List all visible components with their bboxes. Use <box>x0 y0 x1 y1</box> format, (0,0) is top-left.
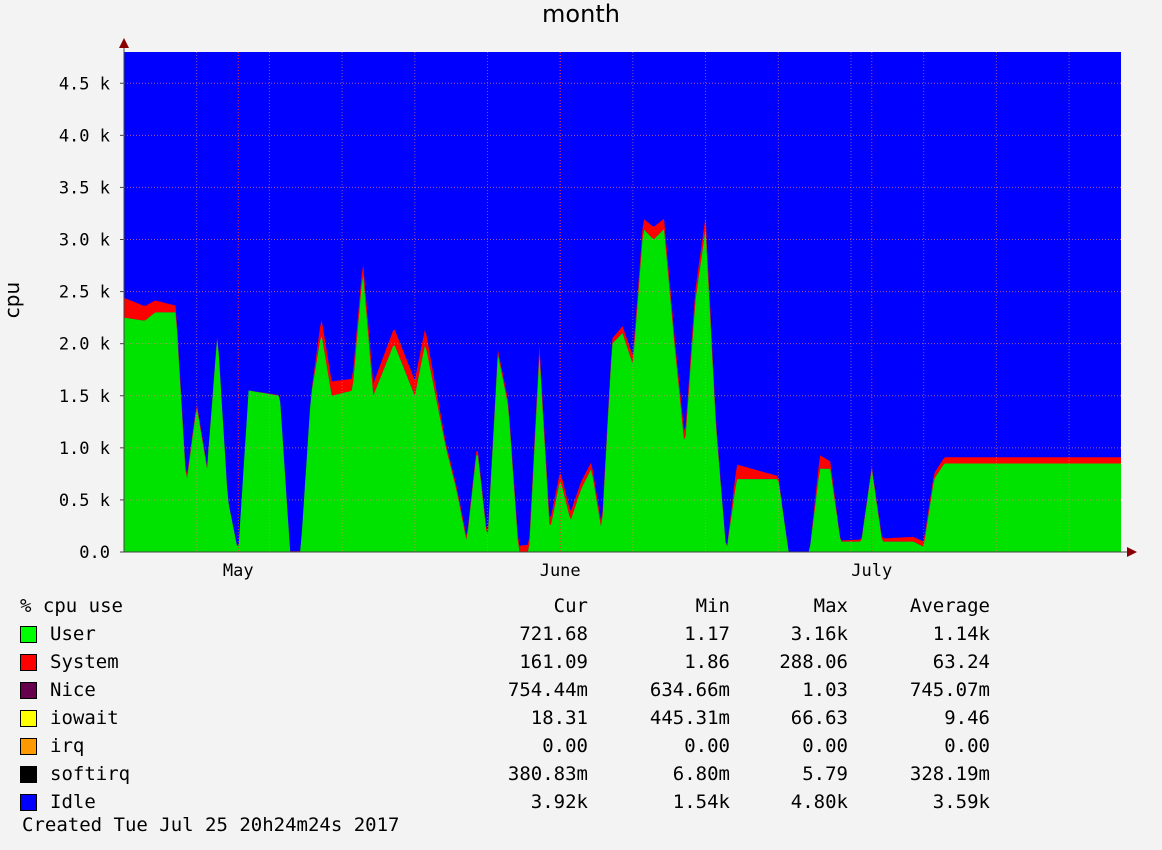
legend-min: 1.17 <box>684 623 730 645</box>
y-tick-label: 1.5 k <box>59 387 110 407</box>
legend-avg: 1.14k <box>932 623 990 645</box>
x-tick-label: May <box>223 561 254 581</box>
legend-swatch <box>20 766 37 783</box>
legend-avg: 9.46 <box>944 707 990 729</box>
legend-max: 5.79 <box>802 763 848 785</box>
legend-header-min: Min <box>695 595 730 617</box>
y-tick-label: 2.5 k <box>59 283 110 303</box>
legend-avg: 63.24 <box>932 651 990 673</box>
legend-min: 0.00 <box>684 735 730 757</box>
legend-row-softirq: softirq 380.83m 6.80m 5.79 328.19m <box>20 760 1020 788</box>
legend-swatch <box>20 654 37 671</box>
y-tick-label: 3.0 k <box>59 231 110 251</box>
legend-header-max: Max <box>813 595 848 617</box>
legend-min: 1.54k <box>672 791 730 813</box>
legend-row-system: System 161.09 1.86 288.06 63.24 <box>20 648 1020 676</box>
legend-swatch <box>20 738 37 755</box>
legend: % cpu use Cur Min Max Average User 721.68… <box>20 592 1020 816</box>
legend-min: 634.66m <box>649 679 730 701</box>
legend-name: irq <box>50 735 85 757</box>
legend-swatch <box>20 710 37 727</box>
legend-avg: 3.59k <box>932 791 990 813</box>
legend-name: softirq <box>50 763 131 785</box>
legend-header: % cpu use Cur Min Max Average <box>20 592 1020 620</box>
legend-cur: 0.00 <box>542 735 588 757</box>
system-area <box>124 216 1121 552</box>
y-tick-label: 0.5 k <box>59 491 110 511</box>
legend-max: 288.06 <box>779 651 848 673</box>
legend-row-user: User 721.68 1.17 3.16k 1.14k <box>20 620 1020 648</box>
legend-swatch <box>20 682 37 699</box>
created-timestamp: Created Tue Jul 25 20h24m24s 2017 <box>22 814 400 836</box>
y-tick-label: 4.5 k <box>59 74 110 94</box>
legend-min: 1.86 <box>684 651 730 673</box>
chart-title: month <box>542 0 620 28</box>
x-tick-label: July <box>851 561 892 581</box>
legend-max: 4.80k <box>790 791 848 813</box>
legend-row-idle: Idle 3.92k 1.54k 4.80k 3.59k <box>20 788 1020 816</box>
legend-cur: 380.83m <box>507 763 588 785</box>
legend-min: 445.31m <box>649 707 730 729</box>
legend-avg: 328.19m <box>909 763 990 785</box>
y-tick-label: 4.0 k <box>59 126 110 146</box>
legend-name: Nice <box>50 679 96 701</box>
x-axis-arrow <box>1127 547 1137 557</box>
y-tick-label: 1.0 k <box>59 439 110 459</box>
legend-avg: 0.00 <box>944 735 990 757</box>
legend-header-avg: Average <box>909 595 990 617</box>
legend-cur: 721.68 <box>519 623 588 645</box>
y-tick-label: 0.0 <box>79 543 110 563</box>
legend-name: System <box>50 651 119 673</box>
legend-max: 3.16k <box>790 623 848 645</box>
y-axis-arrow <box>119 38 129 48</box>
y-tick-label: 2.0 k <box>59 335 110 355</box>
cpu-chart: 0.0 0.5 k 1.0 k 1.5 k 2.0 k 2.5 k 3.0 k 3.5 k 4.… <box>59 38 1137 581</box>
legend-name: iowait <box>50 707 119 729</box>
legend-min: 6.80m <box>672 763 730 785</box>
legend-name: Idle <box>50 791 96 813</box>
x-tick-label: June <box>540 561 581 581</box>
legend-cur: 161.09 <box>519 651 588 673</box>
legend-max: 66.63 <box>790 707 848 729</box>
legend-cur: 754.44m <box>507 679 588 701</box>
y-tick-label: 3.5 k <box>59 178 110 198</box>
legend-cur: 18.31 <box>530 707 588 729</box>
legend-max: 0.00 <box>802 735 848 757</box>
legend-swatch <box>20 626 37 643</box>
legend-max: 1.03 <box>802 679 848 701</box>
legend-row-nice: Nice 754.44m 634.66m 1.03 745.07m <box>20 676 1020 704</box>
legend-header-name: % cpu use <box>20 595 123 617</box>
legend-row-iowait: iowait 18.31 445.31m 66.63 9.46 <box>20 704 1020 732</box>
legend-header-cur: Cur <box>553 595 588 617</box>
legend-avg: 745.07m <box>909 679 990 701</box>
legend-swatch <box>20 794 37 811</box>
legend-row-irq: irq 0.00 0.00 0.00 0.00 <box>20 732 1020 760</box>
legend-name: User <box>50 623 96 645</box>
user-area <box>124 229 1121 552</box>
legend-cur: 3.92k <box>530 791 588 813</box>
